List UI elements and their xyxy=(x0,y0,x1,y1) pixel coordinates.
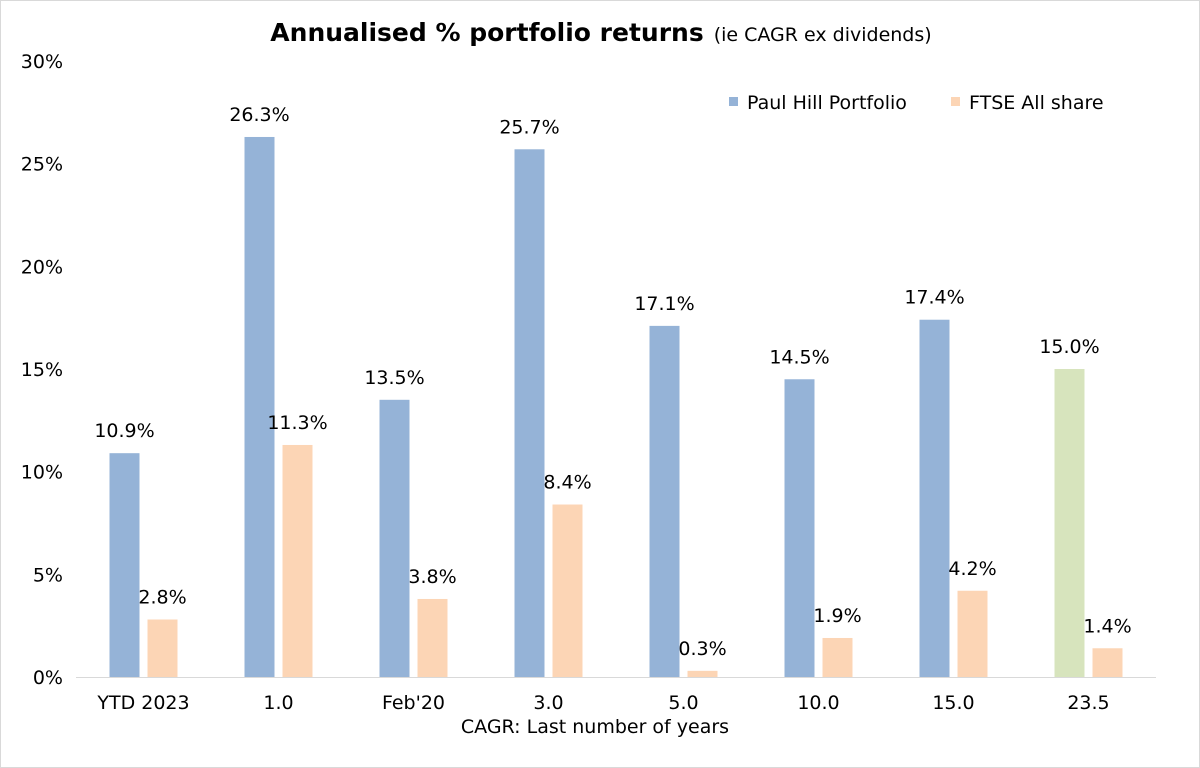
data-label-ftse-all-share-5-0: 0.3% xyxy=(678,638,726,660)
x-tick-label-5-0: 5.0 xyxy=(668,692,698,714)
legend-swatch-paul-hill-portfolio xyxy=(729,97,738,106)
x-tick-label-10-0: 10.0 xyxy=(797,692,839,714)
x-axis: YTD 2023 1.0 Feb'20 3.0 5.0 10.0 15.0 23.5 xyxy=(76,677,1156,714)
x-tick-label-23-5: 23.5 xyxy=(1067,692,1109,714)
y-tick-label-15: 15% xyxy=(21,359,63,381)
bar-paul-hill-portfolio-5-0 xyxy=(649,325,680,677)
bar-paul-hill-portfolio-1-0 xyxy=(244,136,275,677)
bars: 10.9% 26.3% 13.5% 25.7% 17.1% 14.5% 17.4% 15.0%… xyxy=(94,104,1132,677)
data-label-ftse-all-share-10-0: 1.9% xyxy=(813,605,861,627)
data-label-ftse-all-share-23-5: 1.4% xyxy=(1083,615,1131,637)
y-tick-label-0: 0% xyxy=(33,667,63,689)
data-label-paul-hill-portfolio-1-0: 26.3% xyxy=(229,104,289,126)
bar-ftse-all-share-10-0 xyxy=(822,637,853,677)
y-tick-label-30: 30% xyxy=(21,51,63,73)
legend: Paul Hill Portfolio FTSE All share xyxy=(729,92,1104,114)
data-label-paul-hill-portfolio-10-0: 14.5% xyxy=(769,346,829,368)
data-label-paul-hill-portfolio-3-0: 25.7% xyxy=(499,116,559,138)
bar-ftse-all-share-1-0 xyxy=(282,444,313,677)
data-label-paul-hill-portfolio-23-5: 15.0% xyxy=(1039,336,1099,358)
y-axis: 0% 5% 10% 15% 20% 25% 30% xyxy=(21,51,63,689)
bar-paul-hill-portfolio-10-0 xyxy=(784,379,815,677)
data-label-ftse-all-share-1-0: 11.3% xyxy=(267,412,327,434)
chart-title: Annualised % portfolio returns (ie CAGR e… xyxy=(270,18,931,47)
chart-subtitle: (ie CAGR ex dividends) xyxy=(714,24,932,46)
data-label-ftse-all-share-3-0: 8.4% xyxy=(543,472,591,494)
data-label-paul-hill-portfolio-5-0: 17.1% xyxy=(634,293,694,315)
x-tick-label-ytd-2023: YTD 2023 xyxy=(96,692,189,714)
bar-paul-hill-portfolio-feb-20 xyxy=(379,399,410,677)
bar-paul-hill-portfolio-23-5 xyxy=(1054,369,1085,677)
x-tick-label-3-0: 3.0 xyxy=(533,692,563,714)
y-tick-label-10: 10% xyxy=(21,462,63,484)
y-tick-label-20: 20% xyxy=(21,256,63,278)
y-tick-label-25: 25% xyxy=(21,154,63,176)
x-tick-label-15-0: 15.0 xyxy=(932,692,974,714)
bar-ftse-all-share-5-0 xyxy=(687,670,718,677)
y-tick-label-5: 5% xyxy=(33,564,63,586)
x-axis-title: CAGR: Last number of years xyxy=(461,716,729,738)
legend-swatch-ftse-all-share xyxy=(951,97,960,106)
bar-ftse-all-share-23-5 xyxy=(1092,648,1123,677)
bar-paul-hill-portfolio-3-0 xyxy=(514,149,545,677)
bar-paul-hill-portfolio-ytd-2023 xyxy=(109,453,140,677)
legend-label-ftse-all-share: FTSE All share xyxy=(969,92,1104,114)
data-label-paul-hill-portfolio-15-0: 17.4% xyxy=(904,287,964,309)
data-label-ftse-all-share-feb-20: 3.8% xyxy=(408,566,456,588)
bar-ftse-all-share-ytd-2023 xyxy=(147,619,178,677)
legend-label-paul-hill-portfolio: Paul Hill Portfolio xyxy=(747,92,907,114)
bar-paul-hill-portfolio-15-0 xyxy=(919,319,950,677)
bar-ftse-all-share-feb-20 xyxy=(417,598,448,677)
chart-title-main: Annualised % portfolio returns xyxy=(270,18,703,47)
bar-ftse-all-share-15-0 xyxy=(957,590,988,677)
data-label-paul-hill-portfolio-ytd-2023: 10.9% xyxy=(94,420,154,442)
x-tick-label-feb-20: Feb'20 xyxy=(382,692,445,714)
data-label-ftse-all-share-15-0: 4.2% xyxy=(948,558,996,580)
x-tick-label-1-0: 1.0 xyxy=(263,692,293,714)
data-label-ftse-all-share-ytd-2023: 2.8% xyxy=(138,587,186,609)
data-label-paul-hill-portfolio-feb-20: 13.5% xyxy=(364,367,424,389)
bar-ftse-all-share-3-0 xyxy=(552,504,583,677)
